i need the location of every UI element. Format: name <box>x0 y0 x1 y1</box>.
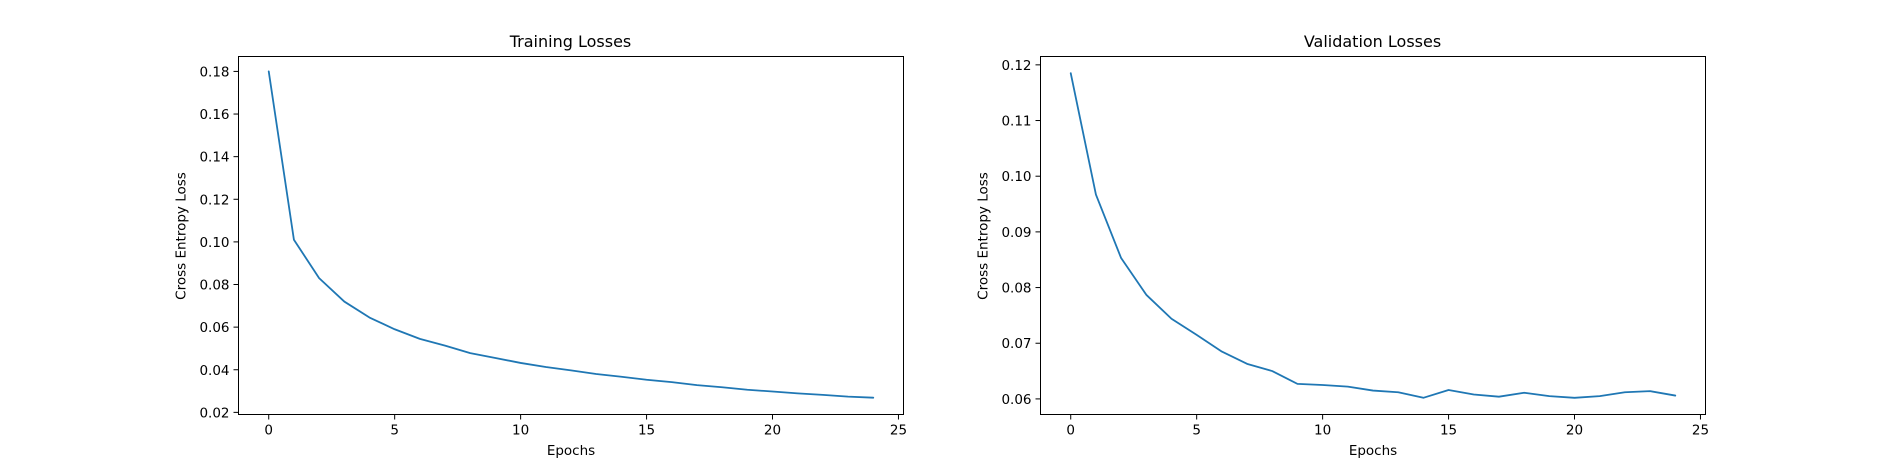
y-tick-label: 0.02 <box>199 405 229 421</box>
x-tick-label: 10 <box>1314 423 1331 439</box>
y-tick-label: 0.10 <box>199 235 229 251</box>
x-axis-label: Epochs <box>547 443 595 459</box>
ticks: 0 5 10 15 20 25 0.02 0.04 0.06 0.08 0.10 0.12 0.14 0.… <box>199 64 907 438</box>
axes-frame <box>1040 56 1706 415</box>
y-tick-label: 0.12 <box>1001 58 1031 74</box>
y-tick-label: 0.11 <box>1001 114 1031 130</box>
y-tick-label: 0.06 <box>1001 392 1031 408</box>
x-tick-label: 25 <box>1692 423 1709 439</box>
x-tick-label: 15 <box>1440 423 1457 439</box>
x-tick-label: 10 <box>512 423 529 439</box>
y-tick-label: 0.08 <box>199 278 229 294</box>
x-tick-label: 15 <box>638 423 655 439</box>
y-tick-label: 0.18 <box>199 64 229 80</box>
x-tick-label: 5 <box>390 423 399 439</box>
validation-losses-chart: Validation Losses 0 5 10 15 20 25 0.06 0.07 0.08… <box>976 32 1710 459</box>
y-tick-label: 0.16 <box>199 107 229 123</box>
y-tick-label: 0.06 <box>199 320 229 336</box>
x-tick-label: 25 <box>890 423 907 439</box>
x-tick-label: 5 <box>1192 423 1201 439</box>
y-tick-label: 0.07 <box>1001 336 1031 352</box>
plot-area <box>267 70 875 399</box>
x-tick-label: 20 <box>1566 423 1583 439</box>
y-tick-label: 0.10 <box>1001 169 1031 185</box>
x-axis-label: Epochs <box>1349 443 1397 459</box>
plot-area <box>1069 72 1677 399</box>
chart-title: Validation Losses <box>1304 32 1441 51</box>
y-tick-label: 0.12 <box>199 192 229 208</box>
x-tick-label: 20 <box>764 423 781 439</box>
y-tick-label: 0.04 <box>199 363 229 379</box>
y-tick-label: 0.08 <box>1001 281 1031 297</box>
y-tick-label: 0.09 <box>1001 225 1031 241</box>
x-tick-label: 0 <box>1066 423 1075 439</box>
x-tick-label: 0 <box>264 423 273 439</box>
training-losses-chart: Training Losses 0 5 10 15 20 25 0.02 0.04 0.06 0.… <box>174 32 908 459</box>
y-axis-label: Cross Entropy Loss <box>976 172 992 300</box>
y-axis-label: Cross Entropy Loss <box>174 172 190 300</box>
axes-frame <box>238 56 904 415</box>
chart-title: Training Losses <box>509 32 632 51</box>
y-tick-label: 0.14 <box>199 150 229 166</box>
ticks: 0 5 10 15 20 25 0.06 0.07 0.08 0.09 0.10 0.11 0.12 <box>1001 58 1709 439</box>
